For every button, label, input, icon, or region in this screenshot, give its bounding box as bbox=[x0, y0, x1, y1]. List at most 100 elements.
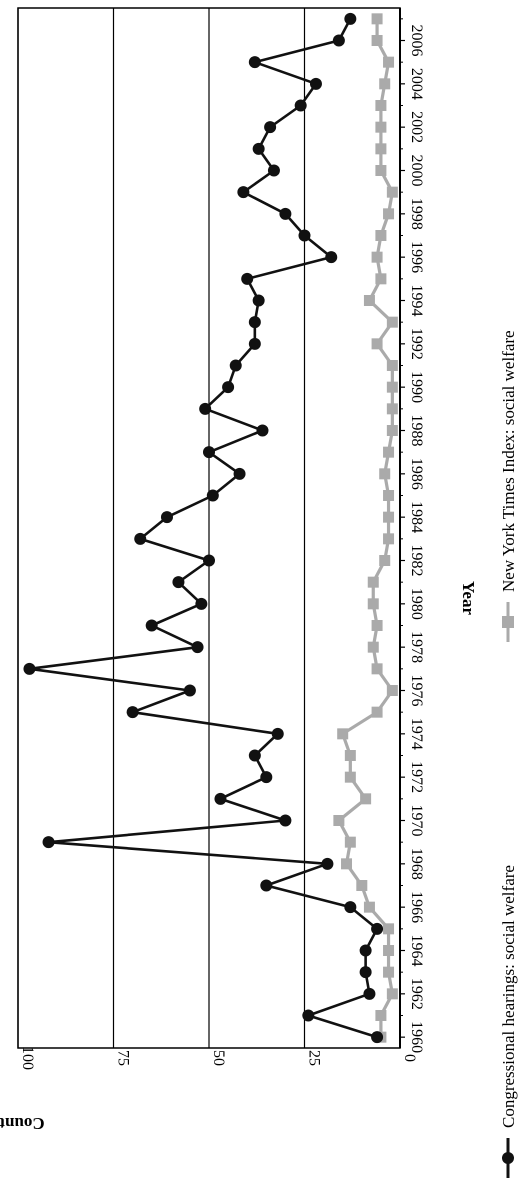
data-point bbox=[252, 142, 265, 155]
data-point bbox=[134, 532, 147, 545]
data-point bbox=[371, 706, 383, 718]
data-point bbox=[386, 186, 398, 198]
x-tick-label: 1984 bbox=[408, 501, 425, 533]
data-point bbox=[260, 771, 273, 784]
x-tick-label: 1978 bbox=[408, 631, 425, 663]
data-point bbox=[371, 338, 383, 350]
data-point bbox=[375, 1010, 387, 1021]
data-point bbox=[248, 337, 261, 350]
data-point bbox=[271, 727, 284, 740]
legend-entry-nyt: New York Times Index: social welfare bbox=[499, 330, 518, 642]
data-point bbox=[241, 272, 254, 285]
legend-marker-congressional bbox=[502, 1152, 514, 1164]
data-point bbox=[359, 966, 372, 979]
data-point bbox=[332, 34, 345, 47]
data-point bbox=[371, 663, 383, 675]
data-point bbox=[371, 13, 383, 25]
x-tick-label: 2002 bbox=[408, 111, 425, 143]
legend-label-nyt: New York Times Index: social welfare bbox=[499, 330, 518, 592]
data-point bbox=[379, 468, 391, 480]
data-point bbox=[386, 360, 398, 371]
data-point bbox=[229, 359, 242, 372]
data-point bbox=[344, 836, 356, 848]
data-point bbox=[379, 555, 391, 566]
data-point bbox=[279, 207, 292, 220]
legend-entry-congressional: Congressional hearings: social welfare bbox=[499, 865, 518, 1178]
data-point bbox=[367, 598, 379, 610]
y-axis-title: Count bbox=[0, 1114, 45, 1133]
data-point bbox=[233, 467, 246, 480]
data-point bbox=[344, 771, 356, 783]
data-point bbox=[325, 251, 338, 264]
series-nyt-index bbox=[333, 13, 398, 1043]
data-point bbox=[42, 836, 55, 849]
x-tick-label: 1960 bbox=[408, 1021, 425, 1053]
data-point bbox=[237, 186, 250, 199]
data-point bbox=[363, 901, 375, 913]
data-point bbox=[260, 879, 273, 892]
x-tick-label: 1992 bbox=[408, 328, 425, 360]
data-point bbox=[214, 792, 227, 805]
y-tick-label: 25 bbox=[306, 1050, 323, 1066]
data-point bbox=[367, 641, 379, 653]
x-tick-label: 1996 bbox=[408, 241, 425, 273]
data-point bbox=[302, 1009, 315, 1022]
data-point bbox=[341, 858, 353, 870]
data-point bbox=[375, 273, 387, 285]
data-point bbox=[195, 597, 208, 610]
data-point bbox=[379, 78, 391, 90]
y-tick-label: 75 bbox=[115, 1050, 132, 1066]
x-tick-label: 1990 bbox=[408, 371, 425, 403]
data-point bbox=[206, 489, 219, 502]
data-point bbox=[294, 99, 307, 112]
data-point bbox=[383, 533, 395, 545]
data-point bbox=[267, 164, 280, 177]
series-congressional-hearings bbox=[23, 12, 384, 1044]
y-tick-label: 100 bbox=[19, 1046, 36, 1070]
gridlines bbox=[17, 8, 306, 1048]
data-point bbox=[191, 641, 204, 654]
legend-marker-nyt bbox=[502, 616, 514, 628]
data-point bbox=[337, 728, 349, 740]
x-tick-label: 1974 bbox=[408, 718, 425, 750]
x-tick-label: 1964 bbox=[408, 935, 425, 967]
data-point bbox=[321, 857, 334, 870]
x-tick-labels: 1960 1962 1964 1966 1968 1970 1972 1974 1976 1978… bbox=[408, 25, 425, 1054]
data-point bbox=[126, 706, 139, 719]
data-point bbox=[371, 620, 383, 631]
x-axis-title: Year bbox=[459, 581, 478, 615]
y-tick-label: 0 bbox=[401, 1054, 418, 1062]
x-tick-label: 2000 bbox=[408, 155, 425, 187]
data-point bbox=[203, 446, 215, 459]
x-tick-label: 1962 bbox=[408, 978, 425, 1010]
series-layer bbox=[23, 12, 398, 1044]
data-point bbox=[383, 923, 395, 935]
data-point bbox=[309, 77, 322, 90]
data-point bbox=[248, 316, 261, 329]
x-tick-label: 2004 bbox=[408, 68, 425, 100]
data-point bbox=[367, 576, 379, 588]
x-tick-label: 1998 bbox=[408, 198, 425, 230]
data-point bbox=[383, 56, 395, 68]
x-tick-label: 1972 bbox=[408, 761, 425, 793]
legend-label-congressional: Congressional hearings: social welfare bbox=[499, 865, 518, 1128]
data-point bbox=[383, 208, 395, 220]
data-point bbox=[333, 815, 345, 826]
data-point bbox=[363, 295, 375, 306]
data-point bbox=[222, 381, 235, 394]
data-point bbox=[256, 424, 269, 437]
y-tick-label: 50 bbox=[210, 1050, 227, 1066]
data-point bbox=[252, 294, 265, 307]
data-point bbox=[160, 511, 173, 524]
legend: Congressional hearings: social welfare N… bbox=[499, 330, 518, 1178]
data-point bbox=[371, 1031, 384, 1044]
data-point bbox=[23, 662, 36, 675]
data-point bbox=[383, 966, 395, 978]
axes bbox=[17, 7, 405, 1049]
data-point bbox=[383, 945, 395, 956]
data-point bbox=[386, 316, 398, 328]
data-point bbox=[172, 576, 185, 589]
data-point bbox=[386, 403, 398, 415]
data-point bbox=[375, 100, 387, 111]
data-point bbox=[383, 490, 395, 501]
